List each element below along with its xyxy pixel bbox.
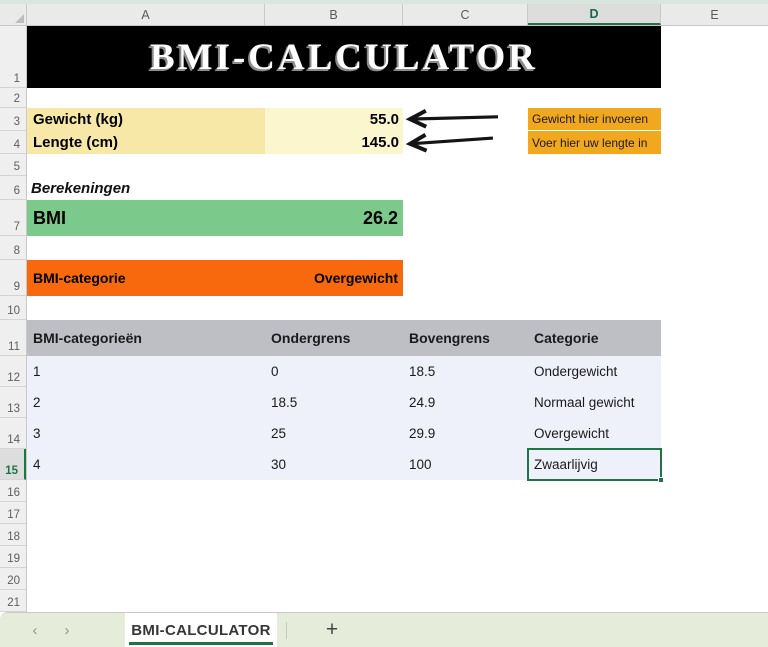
cell-a12[interactable]: 1 (33, 364, 41, 379)
cell-b12[interactable]: 0 (271, 364, 279, 379)
cell-d14[interactable]: Overgewicht (534, 426, 610, 441)
row-header[interactable]: 17 (0, 502, 26, 524)
weight-value-cell[interactable]: 55.0 (265, 108, 403, 131)
row-header[interactable]: 7 (0, 200, 26, 236)
table-header-upper[interactable]: Bovengrens (409, 330, 490, 346)
cell-b15[interactable]: 30 (271, 457, 287, 472)
active-tab-underline (129, 642, 273, 645)
row-header[interactable]: 14 (0, 418, 26, 449)
row-header[interactable]: 13 (0, 387, 26, 418)
height-label-cell[interactable]: Lengte (cm) (27, 131, 265, 154)
cell-c12[interactable]: 18.5 (409, 364, 436, 379)
bmi-category-value-cell[interactable]: Overgewicht (265, 260, 403, 296)
row-header[interactable]: 19 (0, 546, 26, 568)
prev-sheet-button[interactable]: ‹ (32, 621, 38, 639)
column-header-b[interactable]: B (265, 4, 403, 25)
row-header[interactable]: 8 (0, 236, 26, 260)
table-row: 3 25 29.9 Overgewicht (27, 418, 661, 449)
row-header[interactable]: 21 (0, 590, 26, 612)
bmi-category-label-cell[interactable]: BMI-categorie (27, 260, 265, 296)
cell-c14[interactable]: 29.9 (409, 426, 436, 441)
row-header[interactable]: 1 (0, 26, 26, 88)
cell-d12[interactable]: Ondergewicht (534, 364, 618, 379)
sheet-tab-active[interactable]: BMI-CALCULATOR (125, 613, 277, 647)
cell-c15[interactable]: 100 (409, 457, 432, 472)
weight-hint-cell[interactable]: Gewicht hier invoeren (528, 108, 661, 131)
weight-arrow-icon (405, 108, 499, 129)
next-sheet-button[interactable]: › (64, 621, 70, 639)
row-header-15-selected[interactable]: 15 (0, 449, 26, 480)
table-row: 2 18.5 24.9 Normaal gewicht (27, 387, 661, 418)
page-title: BMI-CALCULATOR (149, 36, 539, 78)
row-header[interactable]: 5 (0, 154, 26, 176)
column-header-row: A B C D E (0, 4, 768, 26)
sheet-tab-bar: ‹ › BMI-CALCULATOR + (0, 612, 768, 647)
sheet-tab-label: BMI-CALCULATOR (131, 621, 271, 639)
table-header-row: BMI-categorieën Ondergrens Bovengrens Ca… (27, 320, 661, 356)
tab-separator (286, 622, 287, 639)
select-all-icon (15, 14, 24, 23)
row-header[interactable]: 2 (0, 88, 26, 108)
title-bar-strip (0, 0, 768, 4)
height-arrow-icon (405, 133, 494, 153)
weight-label-cell[interactable]: Gewicht (kg) (27, 108, 265, 131)
row-header-column: 1 2 3 4 5 6 7 8 9 10 11 12 13 14 15 16 1… (0, 26, 27, 612)
table-header-category[interactable]: Categorie (534, 330, 599, 346)
cell-b13[interactable]: 18.5 (271, 395, 298, 410)
height-hint-cell[interactable]: Voer hier uw lengte in (528, 131, 661, 154)
cell-d13[interactable]: Normaal gewicht (534, 395, 635, 410)
cell-a15[interactable]: 4 (33, 457, 41, 472)
row-header[interactable]: 12 (0, 356, 26, 387)
row-header[interactable]: 3 (0, 108, 26, 131)
select-all-button[interactable] (0, 4, 27, 25)
cell-a14[interactable]: 3 (33, 426, 41, 441)
table-header-categories[interactable]: BMI-categorieën (33, 330, 142, 346)
row-header[interactable]: 18 (0, 524, 26, 546)
column-header-d-selected[interactable]: D (528, 4, 661, 25)
table-header-lower[interactable]: Ondergrens (271, 330, 351, 346)
row-header[interactable]: 4 (0, 131, 26, 154)
height-value-cell[interactable]: 145.0 (265, 131, 403, 154)
title-banner-cell[interactable]: BMI-CALCULATOR (27, 26, 661, 88)
row-header[interactable]: 10 (0, 296, 26, 320)
add-sheet-button[interactable]: + (325, 618, 339, 641)
calculations-heading-cell[interactable]: Berekeningen (31, 179, 131, 197)
cell-d15-selected[interactable]: Zwaarlijvig (534, 457, 598, 472)
column-header-c[interactable]: C (403, 4, 528, 25)
bmi-value-cell[interactable]: 26.2 (265, 200, 403, 236)
cell-a13[interactable]: 2 (33, 395, 41, 410)
table-row: 1 0 18.5 Ondergewicht (27, 356, 661, 387)
table-row: 4 30 100 Zwaarlijvig (27, 449, 661, 480)
row-header[interactable]: 6 (0, 176, 26, 200)
cell-c13[interactable]: 24.9 (409, 395, 436, 410)
column-header-e[interactable]: E (710, 7, 719, 22)
table-body: 1 0 18.5 Ondergewicht 2 18.5 24.9 Normaa… (27, 356, 661, 480)
column-header-a[interactable]: A (27, 4, 265, 25)
row-header[interactable]: 9 (0, 260, 26, 296)
bmi-label-cell[interactable]: BMI (27, 200, 265, 236)
row-header[interactable]: 20 (0, 568, 26, 590)
cell-b14[interactable]: 25 (271, 426, 287, 441)
row-header[interactable]: 16 (0, 480, 26, 502)
row-header[interactable]: 11 (0, 320, 26, 356)
